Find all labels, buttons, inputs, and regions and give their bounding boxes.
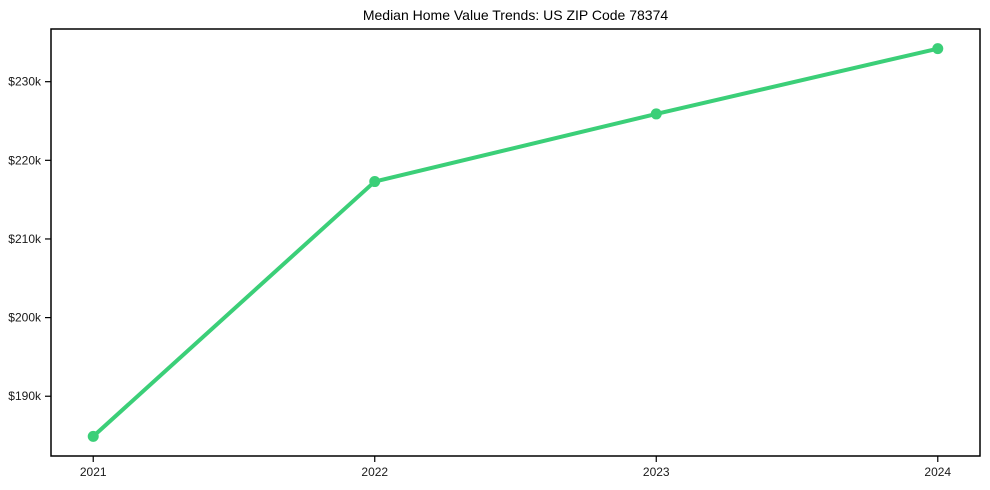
y-tick-label: $200k — [8, 311, 42, 325]
data-point-2024 — [932, 43, 944, 55]
data-point-2021 — [87, 430, 99, 442]
plot-border — [50, 28, 981, 457]
y-tick-label: $220k — [8, 153, 42, 167]
x-tick-label: 2022 — [361, 465, 388, 479]
y-tick-label: $230k — [8, 75, 42, 89]
data-point-2023 — [650, 108, 662, 120]
y-tick-label: $190k — [8, 389, 42, 403]
y-tick-label: $210k — [8, 232, 42, 246]
x-tick-label: 2024 — [924, 465, 951, 479]
x-tick-label: 2021 — [80, 465, 107, 479]
chart-title: Median Home Value Trends: US ZIP Code 78… — [362, 7, 669, 23]
x-tick-label: 2023 — [643, 465, 670, 479]
trend-line — [91, 46, 940, 439]
data-point-2022 — [369, 176, 381, 188]
